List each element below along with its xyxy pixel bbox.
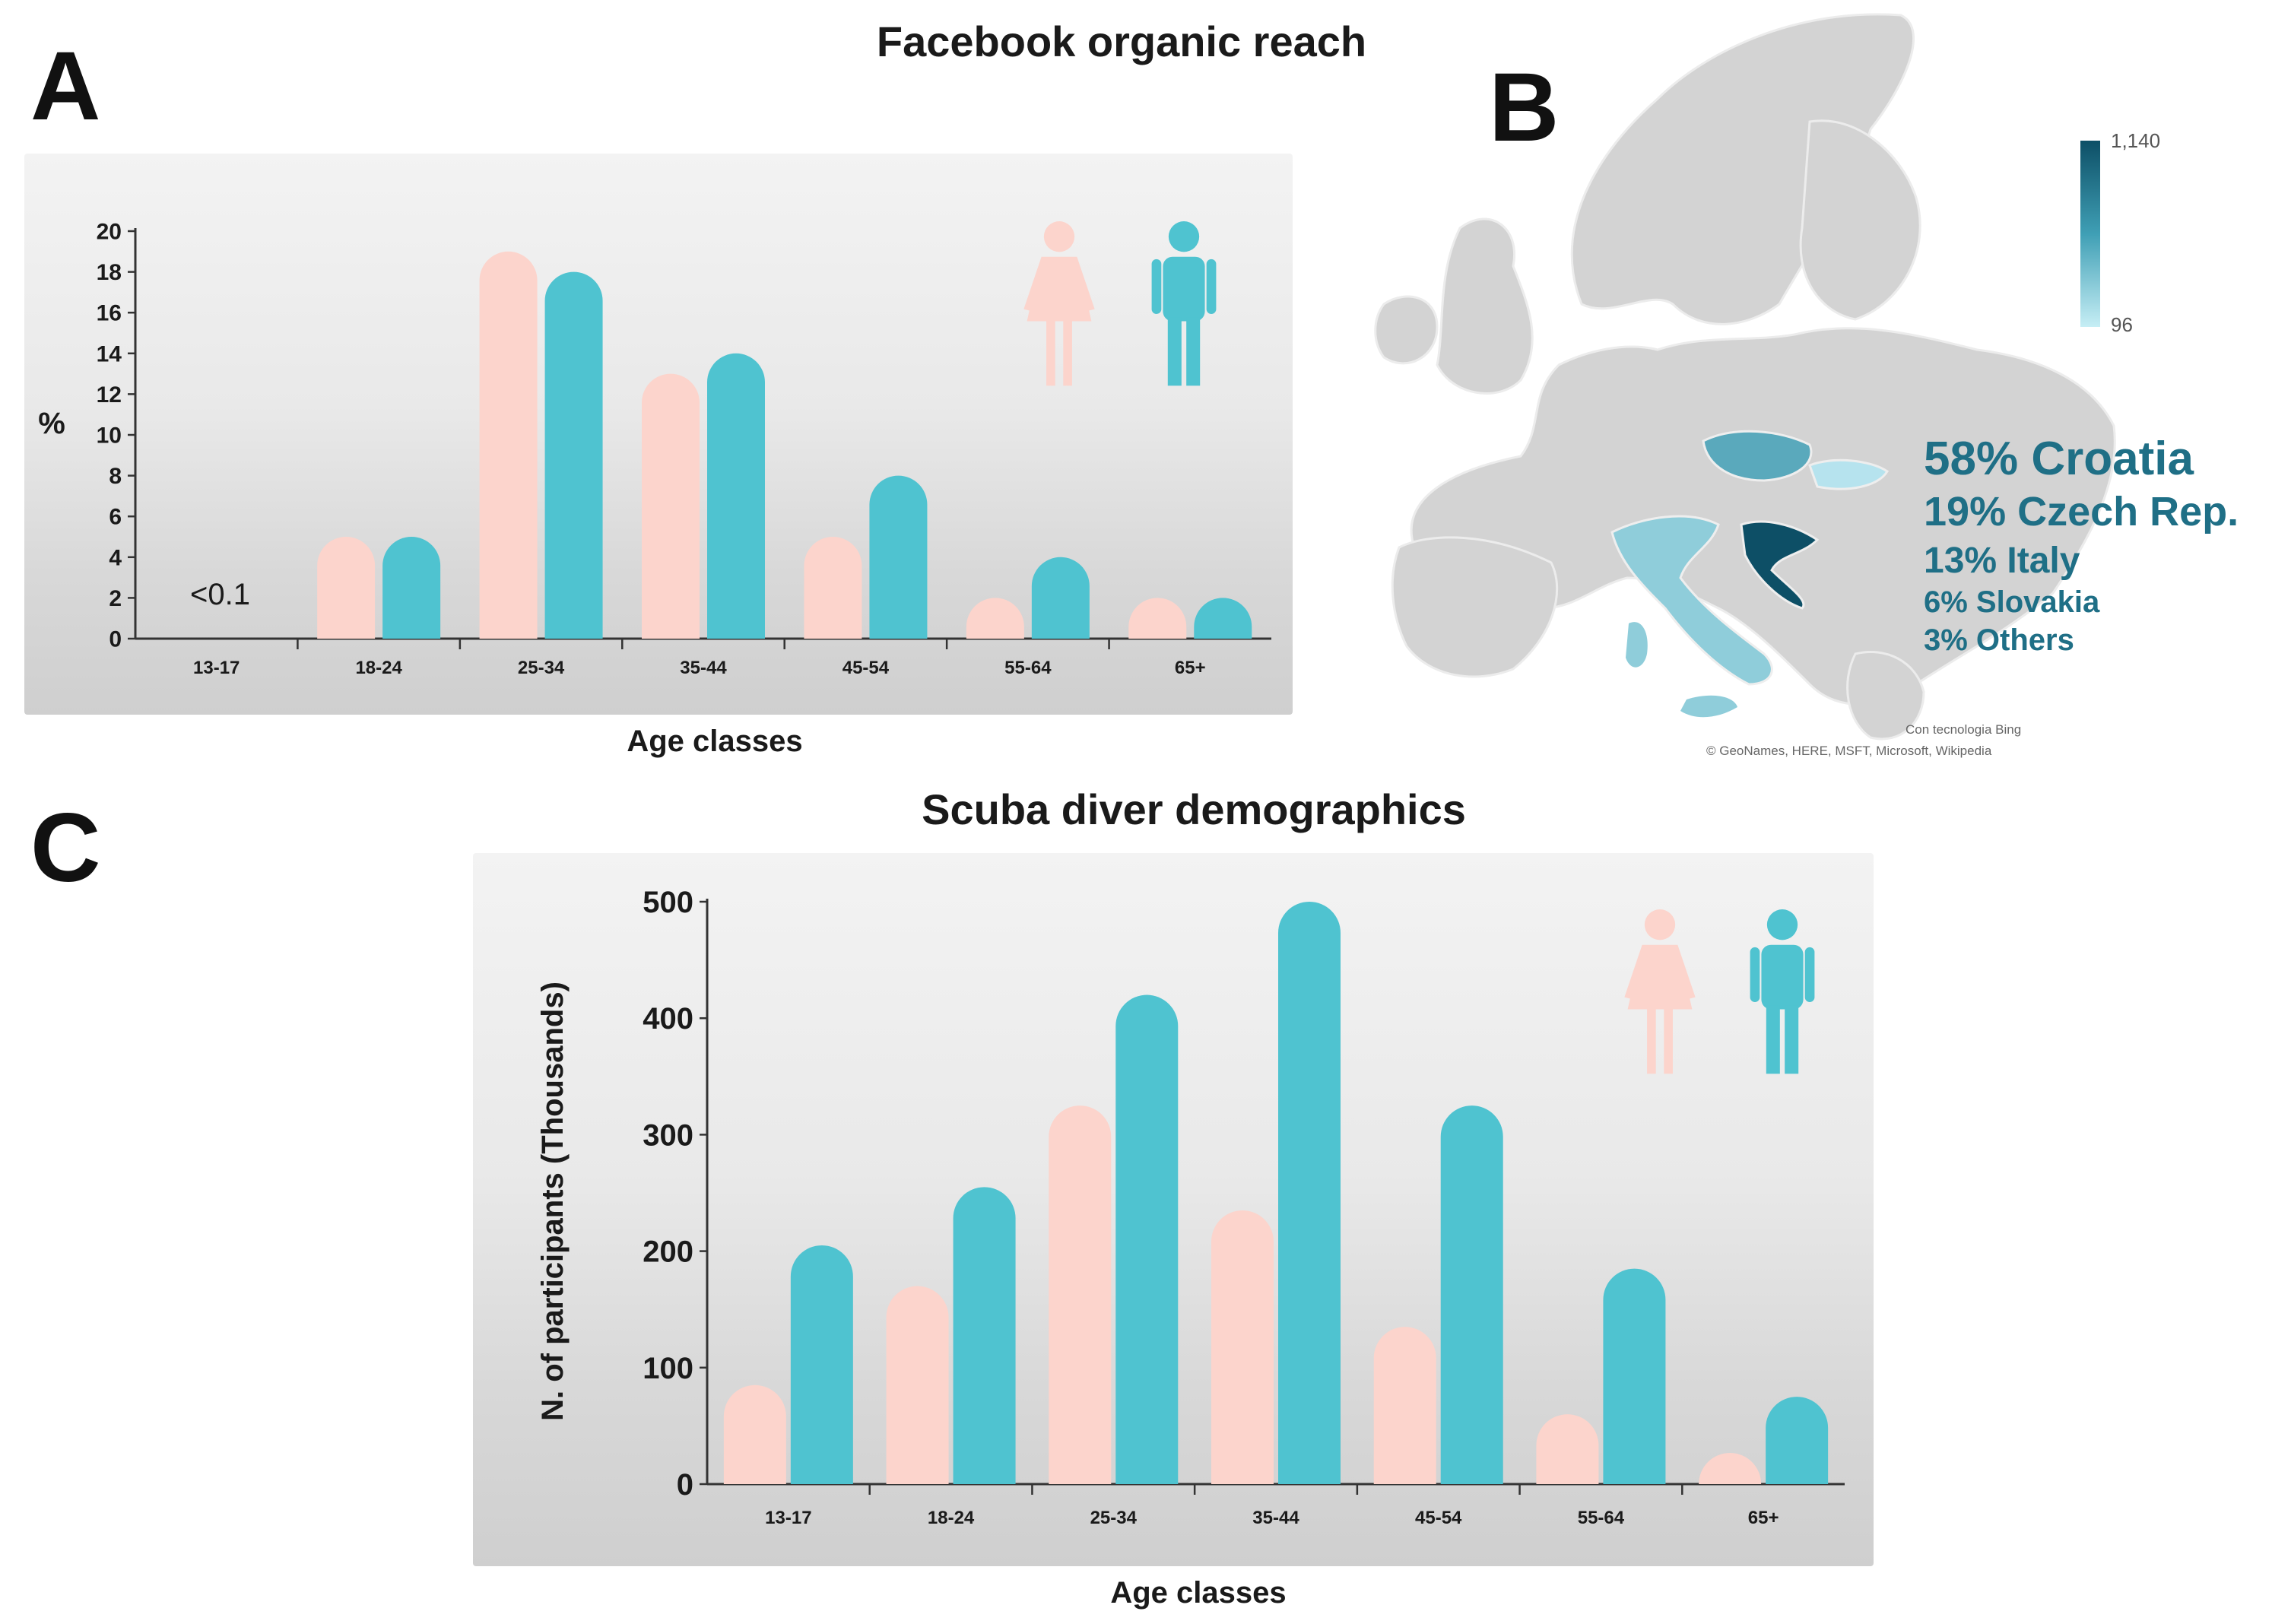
- map-stat-czech: 19% Czech Rep.: [1924, 489, 2239, 534]
- chart-c-y-tick-label: 0: [677, 1468, 693, 1502]
- chart-a-bar-female: [317, 537, 376, 639]
- chart-a-x-tick-label: 25-34: [518, 658, 565, 678]
- map-region-czech: [1702, 430, 1813, 482]
- chart-a-y-tick-label: 16: [97, 301, 122, 326]
- map-stat-italy: 13% Italy: [1924, 541, 2080, 581]
- chart-a-bar-male: [707, 353, 765, 639]
- chart-c: 0 100 200 300 400 500 13-17 18-24 25-34 35-44 45-5…: [536, 886, 1845, 1610]
- chart-a-y-tick-label: 0: [109, 627, 122, 652]
- chart-a-bar-male: [544, 271, 603, 639]
- map-region-croatia: [1740, 520, 1820, 610]
- male-figure-icon: [1151, 221, 1217, 386]
- chart-c-bar-female: [886, 1286, 949, 1484]
- chart-c-bar-male: [1766, 1397, 1829, 1484]
- chart-c-bar-male: [1440, 1105, 1503, 1484]
- map-region-sardinia: [1626, 622, 1648, 668]
- map-region-italy: [1610, 515, 1773, 686]
- chart-a-annotation: <0.1: [190, 578, 250, 611]
- map-stat-others: 3% Others: [1924, 623, 2074, 657]
- chart-a-y-tick-label: 14: [97, 341, 122, 366]
- chart-a-title: Facebook organic reach: [876, 17, 1367, 65]
- female-figure-icon: [1023, 221, 1095, 386]
- color-scale-bar: [2080, 141, 2100, 327]
- chart-c-x-tick-label: 35-44: [1252, 1508, 1299, 1528]
- chart-a-x-tick-label: 65+: [1175, 658, 1206, 678]
- chart-a-x-tick-label: 13-17: [193, 658, 240, 678]
- chart-a-x-tick-label: 55-64: [1004, 658, 1052, 678]
- map-region-scandinavia: [1570, 13, 1915, 325]
- map-region-slovakia: [1808, 458, 1890, 490]
- chart-c-bar-female: [1699, 1453, 1762, 1484]
- chart-a-y-tick-label: 2: [109, 586, 122, 611]
- color-scale-min-label: 96: [2111, 313, 2133, 336]
- chart-a-y-axis-label: %: [38, 407, 65, 440]
- map-region-uk: [1436, 217, 1534, 395]
- chart-a-bar-male: [1194, 598, 1252, 639]
- chart-a-y-tick-label: 10: [97, 423, 122, 449]
- chart-c-title: Scuba diver demographics: [922, 785, 1466, 833]
- chart-a-bar-female: [479, 251, 538, 639]
- chart-c-bar-male: [790, 1245, 853, 1484]
- chart-c-y-tick-label: 400: [643, 1002, 693, 1036]
- chart-c-y-tick-label: 300: [643, 1118, 693, 1152]
- chart-c-bar-male: [1115, 994, 1179, 1484]
- chart-a-x-tick-label: 18-24: [355, 658, 402, 678]
- map-region-greece: [1846, 650, 1925, 741]
- chart-c-y-axis-label: N. of participants (Thousands): [536, 982, 570, 1421]
- chart-a-y-tick-label: 4: [109, 545, 122, 570]
- chart-c-x-tick-label: 55-64: [1578, 1508, 1625, 1528]
- chart-c-x-tick-label: 25-34: [1090, 1508, 1138, 1528]
- map-region-ireland: [1374, 295, 1439, 365]
- map-credit-line-2: © GeoNames, HERE, MSFT, Microsoft, Wikip…: [1706, 744, 1992, 758]
- chart-c-bar-female: [1373, 1327, 1436, 1484]
- male-figure-icon: [1750, 909, 1815, 1074]
- panel-letter-b: B: [1489, 53, 1560, 162]
- map-region-finland: [1799, 119, 1921, 321]
- chart-a-bar-male: [869, 475, 928, 639]
- female-figure-icon: [1624, 909, 1696, 1074]
- chart-a-bar-female: [642, 373, 700, 639]
- chart-a-y-tick-label: 6: [109, 505, 122, 530]
- chart-a-x-axis-label: Age classes: [627, 725, 802, 758]
- chart-a-bar-female: [1128, 598, 1187, 639]
- chart-a: 0 2 4 6 8 10 12 14 16 18 20 13-17 18-24 25-34 35-44 45-…: [38, 220, 1271, 758]
- chart-c-x-axis-label: Age classes: [1110, 1576, 1286, 1610]
- chart-a-bar-male: [382, 537, 441, 639]
- chart-a-y-tick-label: 18: [97, 260, 122, 285]
- map-stat-croatia: 58% Croatia: [1924, 433, 2194, 485]
- chart-a-y-tick-label: 20: [97, 220, 122, 245]
- chart-a-x-tick-label: 45-54: [842, 658, 890, 678]
- chart-a-y-tick-label: 8: [109, 464, 122, 489]
- chart-c-y-tick-label: 100: [643, 1352, 693, 1385]
- chart-a-x-tick-label: 35-44: [680, 658, 727, 678]
- panel-letter-c: C: [30, 794, 101, 902]
- chart-c-y-tick-label: 500: [643, 886, 693, 919]
- chart-c-bar-female: [1536, 1414, 1599, 1484]
- chart-c-bar-female: [1049, 1105, 1112, 1484]
- chart-c-bar-male: [1278, 902, 1341, 1484]
- chart-a-y-tick-label: 12: [97, 382, 122, 408]
- map-credit-line-1: Con tecnologia Bing: [1905, 722, 2022, 737]
- chart-c-y-tick-label: 200: [643, 1235, 693, 1269]
- chart-c-x-tick-label: 65+: [1748, 1508, 1779, 1528]
- chart-c-bar-female: [1211, 1210, 1274, 1484]
- chart-c-bar-male: [1603, 1268, 1666, 1484]
- chart-a-bar-female: [804, 537, 862, 639]
- panel-letter-a: A: [30, 32, 101, 141]
- chart-c-x-tick-label: 13-17: [765, 1508, 811, 1528]
- chart-c-x-tick-label: 18-24: [928, 1508, 975, 1528]
- chart-c-x-tick-label: 45-54: [1415, 1508, 1462, 1528]
- chart-a-bar-female: [966, 598, 1024, 639]
- chart-c-bar-female: [723, 1385, 786, 1484]
- map-stat-slovakia: 6% Slovakia: [1924, 585, 2100, 619]
- map-region-iberia: [1391, 536, 1559, 678]
- map-region-sicily: [1680, 695, 1737, 718]
- europe-map: [1374, 13, 2116, 741]
- chart-a-bar-male: [1031, 557, 1090, 639]
- color-scale-max-label: 1,140: [2111, 129, 2161, 152]
- chart-c-bar-male: [953, 1187, 1016, 1484]
